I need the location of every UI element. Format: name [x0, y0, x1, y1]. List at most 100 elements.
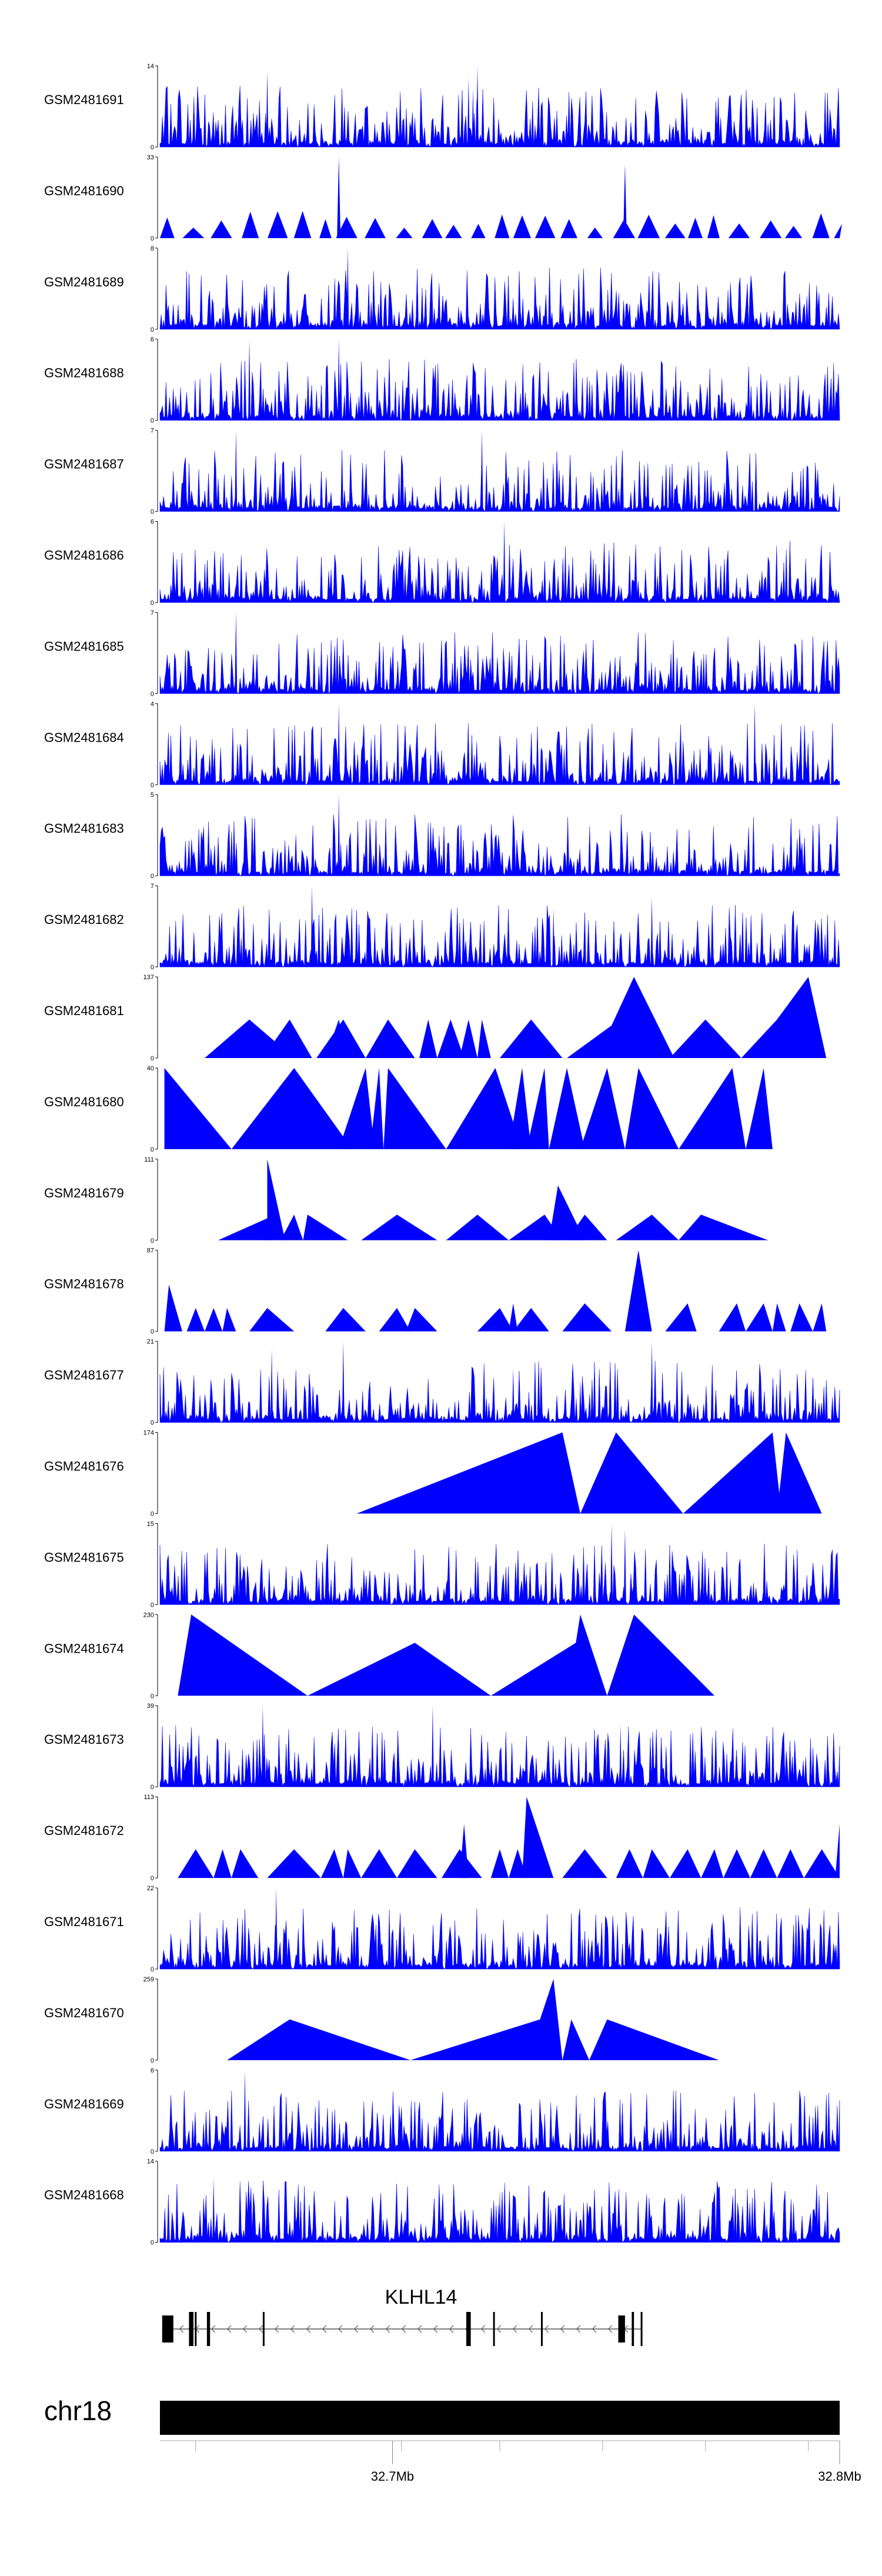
signal-peak: [338, 703, 340, 785]
gene-name-label: KLHL14: [385, 2286, 457, 2308]
chromosome-bar: [160, 2401, 840, 2435]
y-max-label: 259: [143, 1976, 154, 1983]
gene-exon: [195, 2312, 197, 2346]
signal-peak: [262, 1019, 312, 1058]
strand-arrow: [544, 2325, 549, 2333]
track-label: GSM2481675: [44, 1550, 124, 1564]
signal-peak: [683, 1432, 782, 1514]
signal-area: [159, 723, 840, 785]
track-label: GSM2481685: [44, 639, 124, 653]
track-label: GSM2481682: [44, 912, 124, 927]
track-GSM2481675: GSM2481675 15 0: [44, 1520, 840, 1609]
strand-arrow: [449, 2325, 454, 2333]
y-max-label: 33: [147, 154, 154, 161]
track-label: GSM2481684: [44, 730, 124, 745]
signal-peak: [431, 1706, 434, 1787]
y-max-label: 174: [143, 1430, 154, 1437]
signal-peak: [480, 430, 483, 512]
track-label: GSM2481677: [44, 1368, 124, 1383]
signal-peak: [231, 1849, 259, 1878]
signal-peak: [650, 1341, 653, 1423]
signal-peak: [178, 1849, 214, 1878]
signal-peak: [746, 1067, 773, 1149]
signal-peak: [804, 1849, 840, 1878]
y-max-label: 7: [151, 428, 154, 435]
signal-peak: [526, 1067, 549, 1149]
track-label: GSM2481678: [44, 1277, 124, 1292]
signal-peak: [310, 886, 313, 967]
gene-exon: [262, 2312, 265, 2346]
signal-peak: [472, 89, 475, 147]
signal-peak: [607, 1614, 715, 1696]
signal-peak: [490, 1849, 509, 1878]
signal-peak: [679, 1214, 769, 1240]
signal-peak: [753, 703, 756, 785]
gene-exon: [541, 2312, 543, 2346]
signal-peak: [490, 1614, 607, 1696]
y-min-label: 0: [151, 1511, 154, 1518]
strand-arrow: [496, 2325, 502, 2333]
y-max-label: 6: [151, 519, 154, 526]
signal-peak: [499, 2190, 501, 2243]
track-GSM2481684: GSM2481684 4 0: [44, 700, 840, 789]
strand-arrow: [338, 2325, 343, 2333]
gene-exon: [466, 2312, 471, 2346]
chromosome-name-label: chr18: [44, 2395, 112, 2426]
signal-peak: [624, 1250, 652, 1332]
y-max-label: 22: [147, 1885, 154, 1892]
signal-peak: [339, 1067, 375, 1149]
strand-arrow: [385, 2325, 390, 2333]
signal-area: [159, 2090, 840, 2152]
signal-peak: [160, 217, 175, 238]
signal-peak: [707, 215, 720, 238]
strand-arrow: [179, 2325, 184, 2333]
signal-peak: [336, 216, 358, 238]
signal-peak: [512, 1368, 514, 1423]
signal-peak: [812, 213, 830, 238]
signal-peak: [303, 1214, 348, 1240]
track-GSM2481679: GSM2481679 111 0: [44, 1156, 769, 1244]
signal-area: [159, 632, 840, 694]
signal-peak: [308, 1643, 491, 1696]
gene-exon: [618, 2315, 625, 2343]
strand-arrow: [290, 2325, 295, 2333]
strand-arrow: [353, 2325, 359, 2333]
signal-peak: [777, 1849, 804, 1878]
signal-peak: [513, 1308, 549, 1332]
signal-peak: [760, 220, 782, 238]
y-min-label: 0: [151, 600, 154, 607]
signal-peak: [623, 164, 627, 238]
signal-peak: [522, 1797, 554, 1878]
y-max-label: 7: [151, 883, 154, 890]
y-min-label: 0: [151, 144, 154, 151]
signal-peak: [665, 1303, 697, 1332]
signal-peak: [164, 1284, 182, 1332]
signal-peak: [343, 1849, 362, 1878]
signal-peak: [509, 1849, 527, 1878]
y-max-label: 6: [151, 336, 154, 343]
track-GSM2481671: GSM2481671 22 0: [44, 1885, 840, 1973]
gene-exon: [206, 2312, 211, 2346]
signal-peak: [679, 1067, 746, 1149]
signal-area: [159, 1543, 840, 1605]
signal-peak: [619, 1724, 622, 1787]
signal-peak: [445, 225, 462, 238]
track-label: GSM2481671: [44, 1914, 124, 1929]
track-label: GSM2481672: [44, 1823, 124, 1838]
y-min-label: 0: [151, 2240, 154, 2247]
signal-peak: [785, 226, 803, 238]
signal-tracks: GSM2481691140GSM2481690330GSM248168980GS…: [44, 63, 842, 2247]
signal-peak: [534, 215, 556, 238]
signal-area: [159, 85, 840, 148]
y-min-label: 0: [151, 2148, 154, 2155]
track-label: GSM2481681: [44, 1003, 124, 1018]
y-min-label: 0: [151, 1055, 154, 1062]
signal-peak: [266, 71, 269, 148]
signal-peak: [701, 1849, 724, 1878]
signal-area: [159, 814, 840, 876]
signal-peak: [670, 1849, 701, 1878]
signal-peak: [580, 1432, 683, 1514]
signal-peak: [495, 214, 510, 238]
signal-peak: [365, 1019, 415, 1058]
